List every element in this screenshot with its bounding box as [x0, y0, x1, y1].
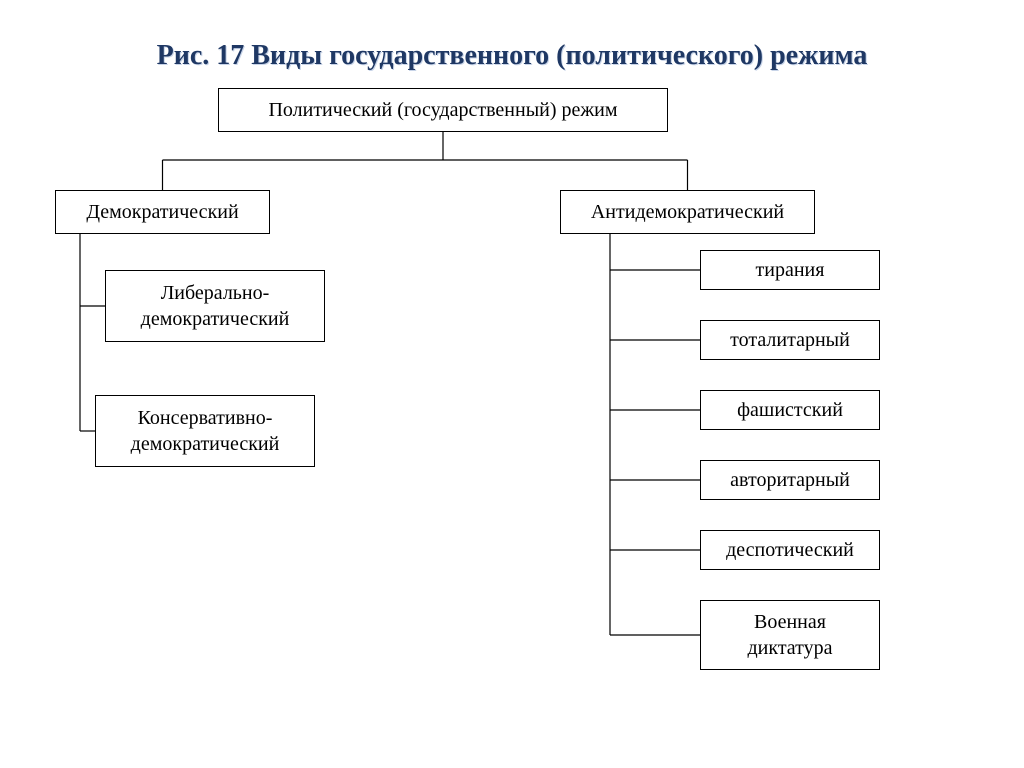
node-despotic: деспотический — [700, 530, 880, 570]
node-total: тоталитарный — [700, 320, 880, 360]
node-military: Военнаядиктатура — [700, 600, 880, 670]
node-author: авторитарный — [700, 460, 880, 500]
node-tyranny: тирания — [700, 250, 880, 290]
node-antidem: Антидемократический — [560, 190, 815, 234]
diagram-canvas: Рис. 17 Виды государственного (политичес… — [0, 0, 1024, 768]
node-fascist: фашистский — [700, 390, 880, 430]
node-root: Политический (государственный) режим — [218, 88, 668, 132]
node-conserv: Консервативно-демократический — [95, 395, 315, 467]
node-democratic: Демократический — [55, 190, 270, 234]
figure-title: Рис. 17 Виды государственного (политичес… — [0, 40, 1024, 72]
node-liberal: Либерально-демократический — [105, 270, 325, 342]
